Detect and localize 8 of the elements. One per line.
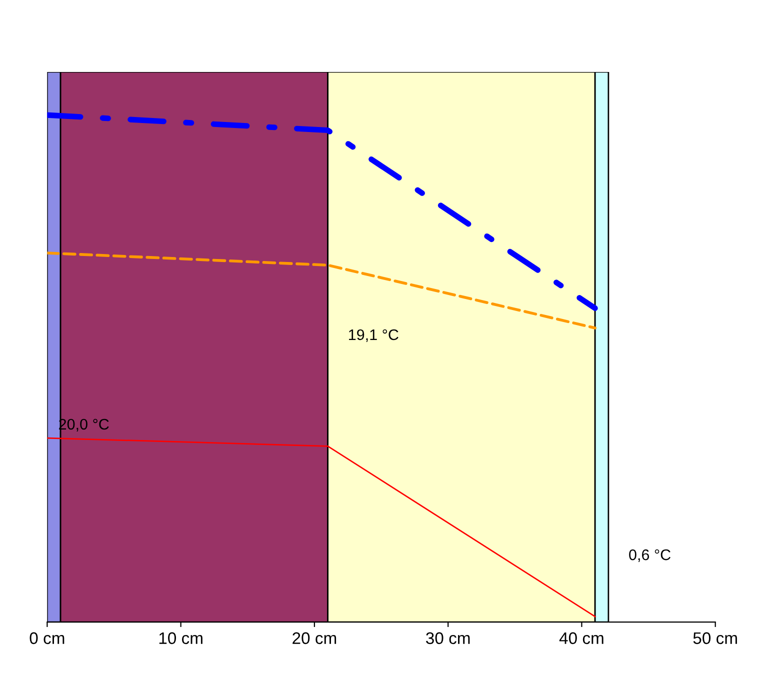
x-tick-label: 30 cm xyxy=(426,632,470,644)
annotation: 19,1 °C xyxy=(349,329,398,342)
x-tick-label: 0 cm xyxy=(30,632,64,644)
x-tick-label: 20 cm xyxy=(292,632,336,644)
annotation: 0,6 °C xyxy=(629,549,671,562)
x-tick-label: 40 cm xyxy=(559,632,604,644)
x-tick-label: 50 cm xyxy=(693,632,737,644)
x-tick-label: 10 cm xyxy=(159,632,202,644)
